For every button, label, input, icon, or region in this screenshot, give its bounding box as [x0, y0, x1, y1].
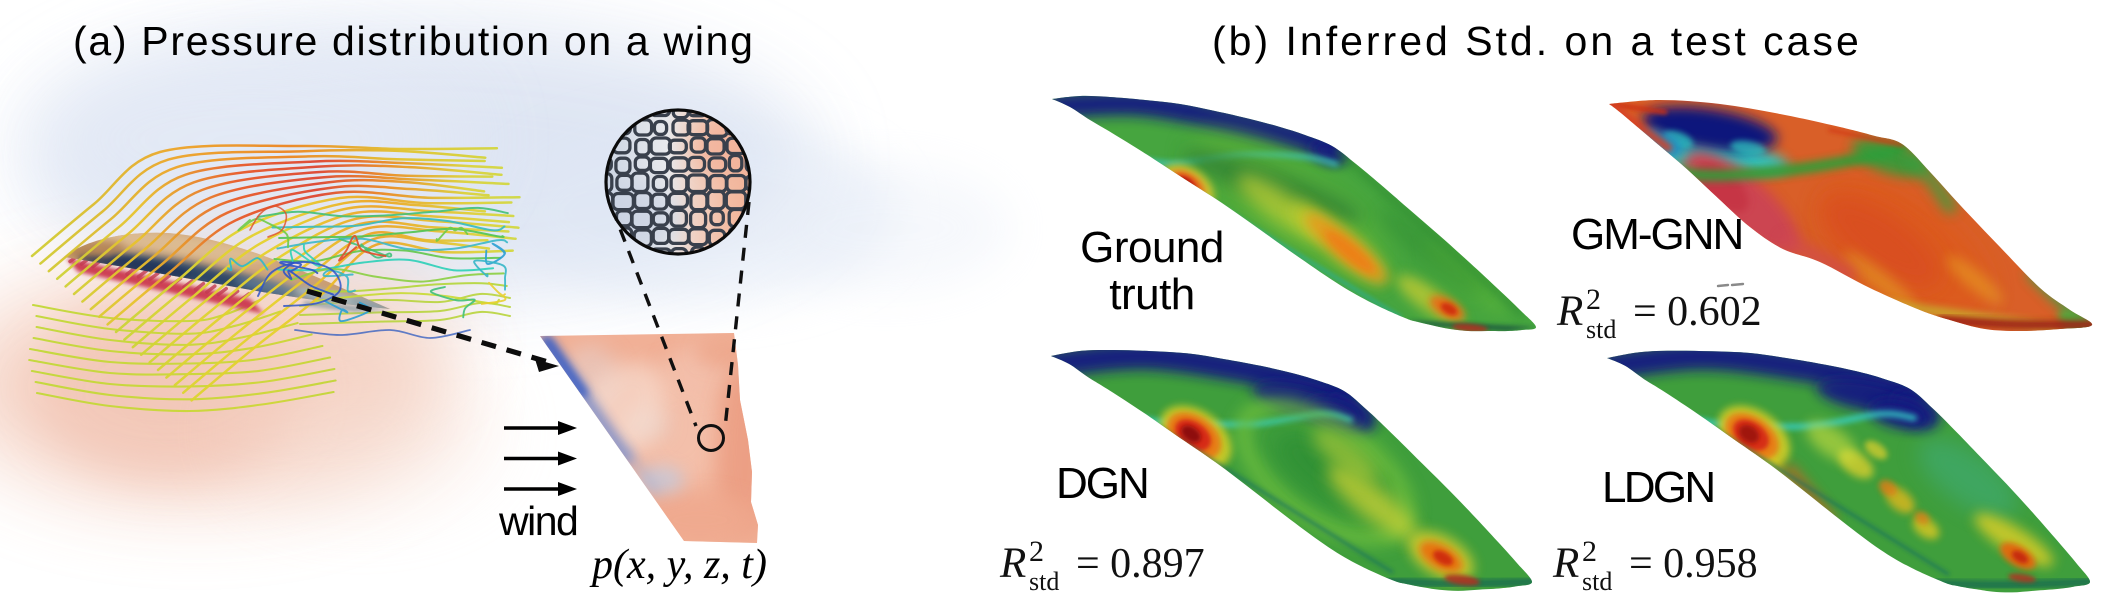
svg-text:DGN: DGN	[1056, 459, 1148, 508]
svg-text:GM-GNN: GM-GNN	[1571, 210, 1742, 259]
svg-text:(a) Pressure distribution on a: (a) Pressure distribution on a wing	[73, 18, 755, 64]
svg-text:p(x, y, z, t): p(x, y, z, t)	[589, 542, 767, 588]
svg-text:wind: wind	[498, 498, 577, 544]
svg-text:Ground: Ground	[1080, 223, 1224, 272]
svg-text:LDGN: LDGN	[1602, 463, 1713, 512]
svg-text:(b) Inferred Std. on a test ca: (b) Inferred Std. on a test case	[1212, 18, 1862, 64]
svg-text:truth: truth	[1109, 270, 1195, 319]
